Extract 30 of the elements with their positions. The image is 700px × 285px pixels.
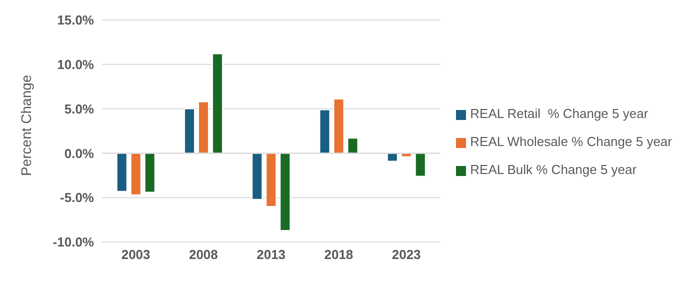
x-tick-label: 2003 (121, 247, 150, 262)
bar (212, 53, 224, 154)
bar (144, 152, 156, 193)
bar (280, 152, 291, 231)
bar (130, 152, 142, 196)
legend-label: REAL Bulk % Change 5 year (470, 162, 637, 177)
bar (414, 152, 426, 177)
y-tick-label: 5.0% (64, 101, 94, 116)
x-tick-label: 2023 (392, 247, 421, 262)
bar (116, 152, 128, 192)
bar (266, 152, 277, 207)
bar (386, 152, 398, 162)
bar (184, 108, 196, 154)
x-tick-label: 2008 (188, 247, 218, 262)
bar (400, 152, 412, 158)
y-tick-label: 10.0% (57, 57, 94, 72)
y-tick-label: -5.0% (60, 190, 94, 206)
x-tick-label: 2018 (324, 247, 354, 262)
legend-label: REAL Retail % Change 5 year (470, 106, 648, 121)
x-tick-label: 2013 (256, 247, 286, 262)
bar (252, 152, 263, 200)
bar (319, 109, 330, 154)
bar (347, 138, 358, 154)
y-tick-label: 15.0% (57, 12, 94, 28)
y-axis-title: Percent Change (18, 74, 34, 176)
legend-label: REAL Wholesale % Change 5 year (470, 134, 672, 149)
bar (333, 98, 344, 154)
bar (198, 101, 210, 154)
y-tick-label: 0.0% (64, 146, 94, 161)
y-tick-label: -10.0% (52, 234, 94, 250)
